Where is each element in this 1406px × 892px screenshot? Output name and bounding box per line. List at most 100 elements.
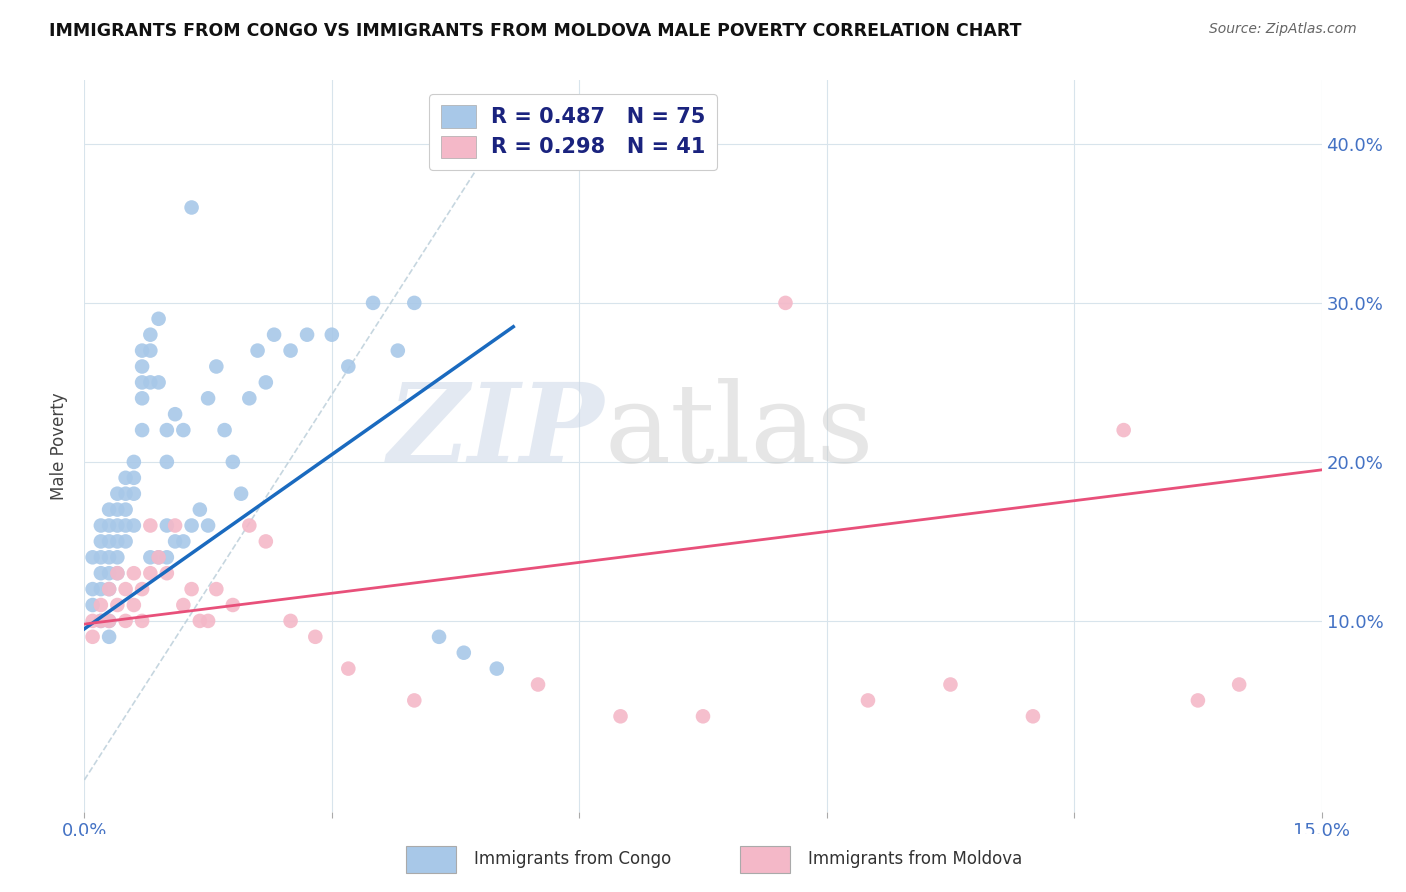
Point [131, 376, 153, 390]
Point [304, 630, 326, 644]
Point [692, 709, 714, 723]
Text: Source: ZipAtlas.com: Source: ZipAtlas.com [1209, 22, 1357, 37]
Point [114, 471, 136, 485]
Point [114, 614, 136, 628]
Point [156, 566, 179, 581]
Point [188, 502, 211, 516]
Point [172, 423, 194, 437]
Point [404, 693, 426, 707]
Point [82, 550, 104, 565]
Point [98, 550, 121, 565]
Text: atlas: atlas [605, 378, 873, 485]
Point [156, 455, 179, 469]
Point [280, 614, 302, 628]
Point [238, 392, 260, 406]
Text: Immigrants from Moldova: Immigrants from Moldova [808, 849, 1022, 868]
Point [246, 343, 269, 358]
Point [229, 486, 252, 500]
FancyBboxPatch shape [406, 847, 456, 873]
Point [122, 486, 145, 500]
Point [131, 343, 153, 358]
Point [197, 614, 219, 628]
Point [148, 376, 170, 390]
Point [90, 614, 112, 628]
Point [156, 423, 179, 437]
Point [156, 518, 179, 533]
Y-axis label: Male Poverty: Male Poverty [51, 392, 69, 500]
Point [1112, 423, 1135, 437]
Point [197, 518, 219, 533]
Point [122, 566, 145, 581]
Point [263, 327, 285, 342]
Point [295, 327, 318, 342]
Point [337, 662, 360, 676]
Point [98, 518, 121, 533]
Point [205, 582, 228, 596]
Point [90, 614, 112, 628]
Point [180, 201, 202, 215]
Point [427, 630, 450, 644]
Point [122, 598, 145, 612]
Point [485, 662, 508, 676]
Point [90, 550, 112, 565]
Point [254, 376, 277, 390]
Point [114, 582, 136, 596]
Point [98, 502, 121, 516]
Point [98, 582, 121, 596]
Point [98, 582, 121, 596]
Point [82, 614, 104, 628]
Legend: R = 0.487   N = 75, R = 0.298   N = 41: R = 0.487 N = 75, R = 0.298 N = 41 [429, 94, 717, 169]
Point [280, 343, 302, 358]
Point [90, 534, 112, 549]
Point [1187, 693, 1209, 707]
Point [105, 566, 128, 581]
Point [197, 392, 219, 406]
Point [222, 455, 245, 469]
Point [122, 518, 145, 533]
Point [214, 423, 236, 437]
Point [82, 630, 104, 644]
Point [172, 534, 194, 549]
Point [139, 550, 162, 565]
Point [148, 311, 170, 326]
Point [105, 550, 128, 565]
Point [131, 392, 153, 406]
Point [122, 455, 145, 469]
Point [321, 327, 343, 342]
Point [775, 296, 797, 310]
Point [180, 582, 202, 596]
Point [139, 343, 162, 358]
Point [131, 359, 153, 374]
Point [453, 646, 475, 660]
Point [205, 359, 228, 374]
Point [98, 614, 121, 628]
Point [1227, 677, 1250, 691]
Point [114, 518, 136, 533]
Point [82, 598, 104, 612]
Point [139, 327, 162, 342]
Point [238, 518, 260, 533]
Point [90, 582, 112, 596]
Point [105, 534, 128, 549]
Point [105, 502, 128, 516]
Point [105, 518, 128, 533]
FancyBboxPatch shape [740, 847, 790, 873]
Point [98, 614, 121, 628]
Point [90, 566, 112, 581]
Point [361, 296, 384, 310]
Text: Immigrants from Congo: Immigrants from Congo [474, 849, 671, 868]
Point [148, 550, 170, 565]
Point [254, 534, 277, 549]
Point [172, 598, 194, 612]
Point [105, 566, 128, 581]
Point [939, 677, 962, 691]
Point [131, 423, 153, 437]
Point [114, 534, 136, 549]
Point [139, 566, 162, 581]
Point [387, 343, 409, 358]
Point [1022, 709, 1045, 723]
Point [105, 598, 128, 612]
Point [131, 582, 153, 596]
Point [139, 376, 162, 390]
Point [114, 502, 136, 516]
